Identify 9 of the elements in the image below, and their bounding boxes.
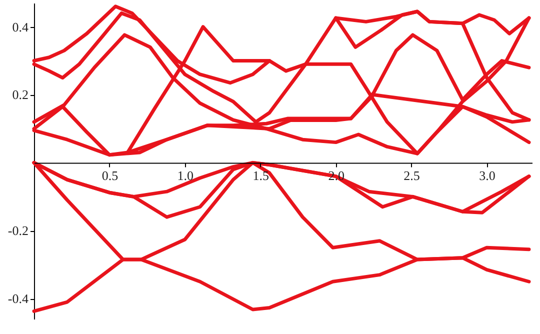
x-tick-label: 2.5: [404, 168, 420, 184]
x-tick-label: 3.0: [479, 168, 496, 184]
x-tick-label: 1.5: [252, 168, 269, 184]
x-tick-label: 0.5: [102, 168, 118, 184]
y-tick-label: -0.2: [8, 223, 28, 238]
y-tick-label: -0.4: [8, 291, 29, 306]
x-tick-label: 1.0: [177, 168, 194, 184]
y-tick-label: 0.4: [12, 19, 29, 34]
y-tick-label: 0.2: [12, 87, 28, 102]
